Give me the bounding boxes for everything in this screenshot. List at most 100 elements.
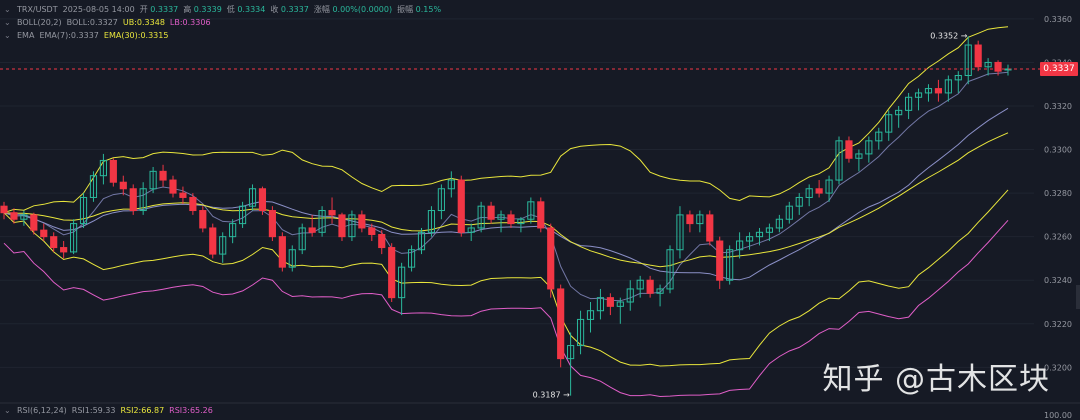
candle-body bbox=[885, 114, 893, 133]
boll-mid-line bbox=[3, 107, 1009, 281]
candle-body bbox=[696, 214, 704, 225]
candle-body bbox=[219, 236, 227, 255]
candle-body bbox=[517, 218, 525, 225]
candle-body bbox=[716, 240, 724, 281]
ema30-value: EMA(30):0.3315 bbox=[103, 31, 169, 40]
candle-body bbox=[964, 44, 972, 77]
chevron-down-icon[interactable]: ⌄ bbox=[4, 4, 11, 14]
candle-body bbox=[358, 214, 366, 229]
candle-body bbox=[865, 140, 873, 155]
candle-body bbox=[666, 249, 674, 290]
ema-name: EMA bbox=[17, 31, 35, 40]
candle-body bbox=[288, 249, 296, 268]
chevron-down-icon[interactable]: ⌄ bbox=[4, 405, 11, 415]
boll-ub: UB:0.3348 bbox=[122, 18, 165, 27]
rsi-name: RSI(6,12,24) bbox=[17, 406, 67, 415]
rsi1-value: RSI1:59.33 bbox=[71, 406, 116, 415]
candle-body bbox=[378, 233, 386, 249]
candle-body bbox=[229, 223, 237, 238]
candle-body bbox=[99, 159, 107, 177]
boll-mid: BOLL:0.3327 bbox=[66, 18, 118, 27]
y-tick-label: 0.3220 bbox=[1044, 320, 1072, 329]
candle-body bbox=[60, 247, 68, 253]
candle-body bbox=[646, 279, 654, 294]
candle-body bbox=[89, 175, 98, 198]
candle-body bbox=[348, 214, 356, 238]
candle-body bbox=[457, 179, 465, 233]
candle-body bbox=[606, 297, 614, 307]
candle-body bbox=[407, 249, 416, 268]
lower-band-line bbox=[3, 219, 1009, 398]
candle-body bbox=[557, 288, 565, 360]
candle-body bbox=[398, 266, 406, 299]
low-label: 低 bbox=[226, 5, 235, 14]
chevron-down-icon[interactable]: ⌄ bbox=[4, 30, 11, 40]
candle-body bbox=[10, 212, 18, 220]
candle-body bbox=[179, 192, 187, 198]
candle-body bbox=[109, 159, 117, 183]
chevron-down-icon[interactable]: ⌄ bbox=[4, 17, 11, 27]
y-tick-label: 0.3360 bbox=[1044, 15, 1072, 24]
candle-body bbox=[914, 92, 923, 98]
candle-body bbox=[70, 223, 78, 253]
ema-legend: ⌄ EMA EMA(7):0.3337 EMA(30):0.3315 bbox=[4, 31, 168, 40]
candle-body bbox=[567, 345, 575, 360]
candle-body bbox=[736, 240, 744, 251]
y-tick-label: 0.3240 bbox=[1044, 276, 1072, 285]
candle-body bbox=[368, 227, 376, 235]
candle-body bbox=[149, 170, 157, 190]
candle-body bbox=[189, 196, 197, 212]
candle-body bbox=[905, 96, 913, 111]
rsi2-value: RSI2:66.87 bbox=[120, 406, 165, 415]
y-tick-label: 0.3280 bbox=[1044, 189, 1072, 198]
candle-body bbox=[427, 210, 436, 233]
candle-body bbox=[20, 214, 28, 220]
candle-body bbox=[924, 88, 933, 94]
datetime-label: 2025-08-05 14:00 bbox=[62, 5, 135, 14]
candle-body bbox=[278, 236, 286, 268]
candle-body bbox=[576, 318, 585, 347]
candle-body bbox=[974, 44, 982, 68]
open-value: 0.3337 bbox=[150, 5, 179, 14]
candle-body bbox=[487, 205, 495, 220]
pair-label: TRX/USDT bbox=[17, 5, 58, 14]
ema30-line bbox=[3, 132, 1009, 268]
candle-body bbox=[706, 214, 714, 242]
candle-body bbox=[994, 61, 1002, 72]
candle-body bbox=[726, 249, 734, 281]
candle-body bbox=[636, 279, 644, 290]
candle-body bbox=[775, 218, 783, 229]
candle-body bbox=[845, 140, 853, 159]
low-value: 0.3334 bbox=[237, 5, 266, 14]
candle-body bbox=[159, 170, 167, 181]
rsi3-value: RSI3:65.26 bbox=[169, 406, 213, 415]
candle-body bbox=[328, 210, 336, 216]
candle-body bbox=[258, 188, 267, 212]
candle-body bbox=[855, 153, 863, 159]
change-label: 涨幅 bbox=[313, 5, 330, 14]
annotation-label: 0.3352 → bbox=[930, 31, 968, 40]
candle-body bbox=[954, 75, 962, 81]
y-tick-label: 0.3260 bbox=[1044, 233, 1072, 242]
candle-body bbox=[527, 201, 535, 220]
candle-body bbox=[984, 61, 992, 68]
candle-body bbox=[40, 229, 48, 238]
boll-upper-line bbox=[3, 26, 1009, 214]
candle-body bbox=[169, 179, 177, 194]
candle-body bbox=[805, 188, 813, 198]
boll-lb: LB:0.3306 bbox=[169, 18, 211, 27]
candle-body bbox=[318, 210, 326, 233]
candle-body bbox=[785, 205, 793, 220]
candle-body bbox=[477, 205, 485, 229]
candle-body bbox=[507, 214, 515, 225]
boll-lower-line bbox=[3, 189, 1009, 367]
candle-body bbox=[79, 196, 88, 225]
candle-body bbox=[755, 231, 764, 238]
candle-body bbox=[745, 236, 754, 242]
candle-body bbox=[209, 227, 217, 255]
candle-body bbox=[815, 188, 823, 194]
candle-body bbox=[944, 79, 952, 94]
candle-body bbox=[50, 236, 58, 249]
